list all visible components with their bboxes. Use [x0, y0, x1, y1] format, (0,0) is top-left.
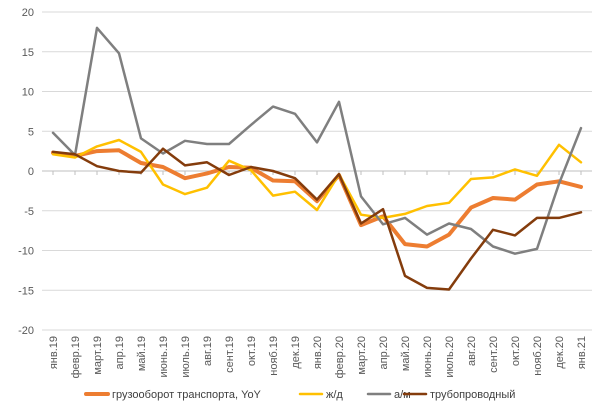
y-tick-label: 5	[28, 126, 34, 138]
x-tick-label: янв.21	[576, 336, 588, 369]
y-tick-label: 15	[22, 47, 34, 59]
x-tick-label: март.20	[356, 336, 368, 375]
x-tick-label: окт.19	[246, 336, 258, 366]
x-tick-label: дек.20	[554, 336, 566, 369]
x-tick-label: сент.20	[488, 336, 500, 373]
series-lines	[51, 26, 583, 291]
y-tick-label: 10	[22, 87, 34, 99]
x-tick-label: сент.19	[224, 336, 236, 373]
x-tick-label: янв.19	[48, 336, 60, 369]
x-tick-label: июль.19	[180, 336, 192, 378]
y-tick-label: -5	[24, 206, 34, 218]
x-tick-label: май.19	[136, 336, 148, 371]
y-tick-label: -20	[18, 325, 34, 337]
series-line-2	[51, 26, 583, 255]
x-tick-label: июнь.19	[158, 336, 170, 378]
legend: грузооборот транспорта, YoY ж/д а/м трубопр…	[84, 389, 515, 401]
y-tick-label: 0	[28, 166, 34, 178]
y-tick-label: 20	[22, 7, 34, 19]
y-axis: -20 -15 -10 -5 0 5 10 15 20	[18, 7, 34, 337]
x-tick-label: нояб.20	[532, 336, 544, 376]
x-tick-label: март.19	[92, 336, 104, 375]
series-line-3	[51, 147, 583, 291]
legend-label: а/м	[394, 389, 411, 401]
x-tick-label: апр.19	[114, 336, 126, 369]
x-tick-label: июнь.20	[422, 336, 434, 378]
x-tick-label: авг.20	[466, 336, 478, 366]
x-tick-label: дек.19	[290, 336, 302, 369]
x-tick-label: февр.19	[70, 336, 82, 378]
legend-label: трубопроводный	[430, 389, 515, 401]
x-tick-label: янв.20	[312, 336, 324, 369]
series-line-1	[51, 138, 583, 220]
x-tick-label: февр.20	[334, 336, 346, 378]
x-tick-label: нояб.19	[268, 336, 280, 376]
x-tick-label: май.20	[400, 336, 412, 371]
x-tick-label: апр.20	[378, 336, 390, 369]
legend-label: ж/д	[326, 389, 343, 401]
y-tick-label: -10	[18, 246, 34, 258]
legend-label: грузооборот транспорта, YoY	[112, 389, 262, 401]
x-tick-label: окт.20	[510, 336, 522, 366]
x-tick-label: июль.20	[444, 336, 456, 378]
y-tick-label: -15	[18, 285, 34, 297]
series-line-0	[51, 148, 583, 249]
x-axis: янв.19 февр.19 март.19 апр.19 май.19 июнь.19 и…	[48, 171, 588, 378]
x-tick-label: авг.19	[202, 336, 214, 366]
